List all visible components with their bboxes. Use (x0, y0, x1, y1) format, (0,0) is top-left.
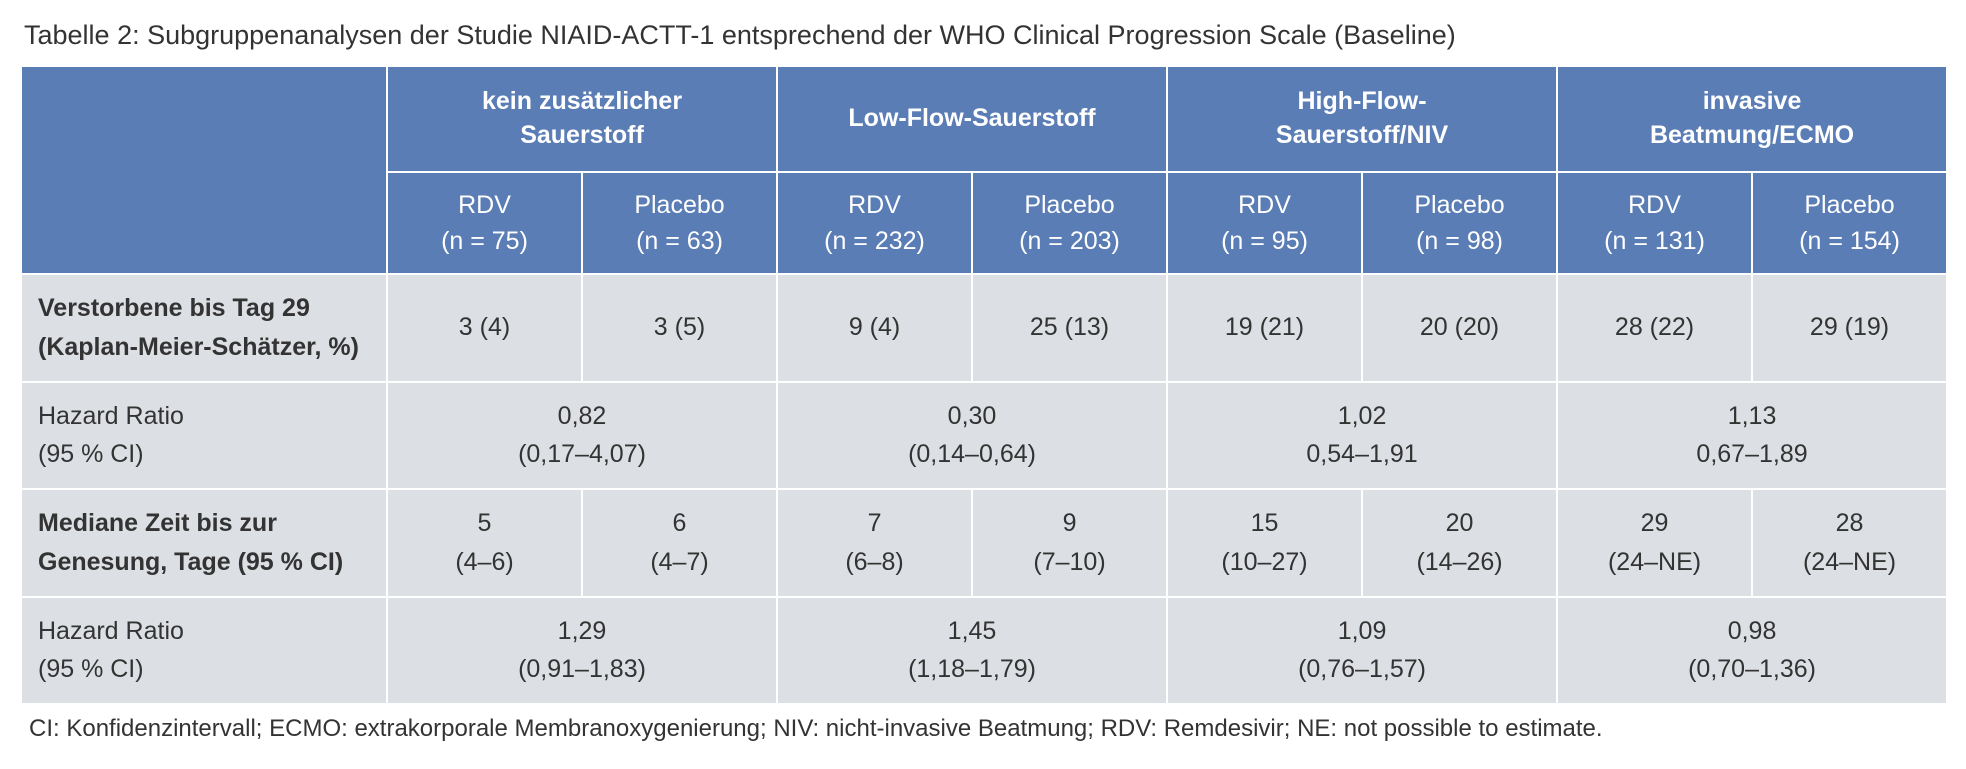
row-2-c6: 29 (24–NE) (1557, 489, 1752, 597)
row-0-c4: 19 (21) (1167, 274, 1362, 382)
row-2-c1: 6 (4–7) (582, 489, 777, 597)
row-2-c4: 15 (10–27) (1167, 489, 1362, 597)
row-0-c0: 3 (4) (387, 274, 582, 382)
footnote: CI: Konfidenzintervall; ECMO: extrakorpo… (21, 704, 1947, 749)
row-1-s1: 0,30 (0,14–0,64) (777, 382, 1167, 490)
row-2-c7: 28 (24–NE) (1752, 489, 1947, 597)
header-group-3: invasive Beatmung/ECMO (1557, 66, 1947, 172)
row-3-label: Hazard Ratio (95 % CI) (21, 597, 387, 705)
row-3-s3: 0,98 (0,70–1,36) (1557, 597, 1947, 705)
row-0-c5: 20 (20) (1362, 274, 1557, 382)
table-container: Tabelle 2: Subgruppenanalysen der Studie… (20, 20, 1946, 749)
header-arm-3-rdv: RDV (n = 131) (1557, 172, 1752, 275)
row-1-s0: 0,82 (0,17–4,07) (387, 382, 777, 490)
row-0-label: Verstorbene bis Tag 29 (Kaplan-Meier-Sch… (21, 274, 387, 382)
header-group-2-l2: Sauerstoff/NIV (1176, 119, 1548, 153)
row-2-c2: 7 (6–8) (777, 489, 972, 597)
footnote-row: CI: Konfidenzintervall; ECMO: extrakorpo… (21, 704, 1947, 749)
table-row: Verstorbene bis Tag 29 (Kaplan-Meier-Sch… (21, 274, 1947, 382)
table-row: Hazard Ratio (95 % CI) 1,29 (0,91–1,83) … (21, 597, 1947, 705)
table-row: Hazard Ratio (95 % CI) 0,82 (0,17–4,07) … (21, 382, 1947, 490)
header-arm-0-pbo: Placebo (n = 63) (582, 172, 777, 275)
row-2-c5: 20 (14–26) (1362, 489, 1557, 597)
header-blank (21, 66, 387, 274)
row-1-label: Hazard Ratio (95 % CI) (21, 382, 387, 490)
header-group-2: High-Flow- Sauerstoff/NIV (1167, 66, 1557, 172)
header-arm-3-pbo: Placebo (n = 154) (1752, 172, 1947, 275)
data-table: kein zusätzlicher Sauerstoff Low-Flow-Sa… (20, 65, 1948, 749)
row-0-c1: 3 (5) (582, 274, 777, 382)
header-arm-1-rdv: RDV (n = 232) (777, 172, 972, 275)
header-group-2-l1: High-Flow- (1176, 85, 1548, 119)
row-0-c6: 28 (22) (1557, 274, 1752, 382)
header-group-0: kein zusätzlicher Sauerstoff (387, 66, 777, 172)
header-group-0-l2: Sauerstoff (396, 119, 768, 153)
header-group-0-l1: kein zusätzlicher (396, 85, 768, 119)
row-3-s2: 1,09 (0,76–1,57) (1167, 597, 1557, 705)
row-0-c2: 9 (4) (777, 274, 972, 382)
header-group-1: Low-Flow-Sauerstoff (777, 66, 1167, 172)
header-row-groups: kein zusätzlicher Sauerstoff Low-Flow-Sa… (21, 66, 1947, 172)
row-2-label: Mediane Zeit bis zur Genesung, Tage (95 … (21, 489, 387, 597)
header-arm-2-rdv: RDV (n = 95) (1167, 172, 1362, 275)
row-0-c3: 25 (13) (972, 274, 1167, 382)
row-2-c0: 5 (4–6) (387, 489, 582, 597)
row-2-c3: 9 (7–10) (972, 489, 1167, 597)
header-arm-1-pbo: Placebo (n = 203) (972, 172, 1167, 275)
row-3-s1: 1,45 (1,18–1,79) (777, 597, 1167, 705)
header-group-3-l1: invasive (1566, 85, 1938, 119)
row-1-s2: 1,02 0,54–1,91 (1167, 382, 1557, 490)
table-row: Mediane Zeit bis zur Genesung, Tage (95 … (21, 489, 1947, 597)
header-arm-2-pbo: Placebo (n = 98) (1362, 172, 1557, 275)
header-group-3-l2: Beatmung/ECMO (1566, 119, 1938, 153)
header-group-1-l1: Low-Flow-Sauerstoff (786, 102, 1158, 136)
row-1-s3: 1,13 0,67–1,89 (1557, 382, 1947, 490)
row-0-c7: 29 (19) (1752, 274, 1947, 382)
header-arm-0-rdv: RDV (n = 75) (387, 172, 582, 275)
row-3-s0: 1,29 (0,91–1,83) (387, 597, 777, 705)
table-title: Tabelle 2: Subgruppenanalysen der Studie… (24, 20, 1946, 51)
